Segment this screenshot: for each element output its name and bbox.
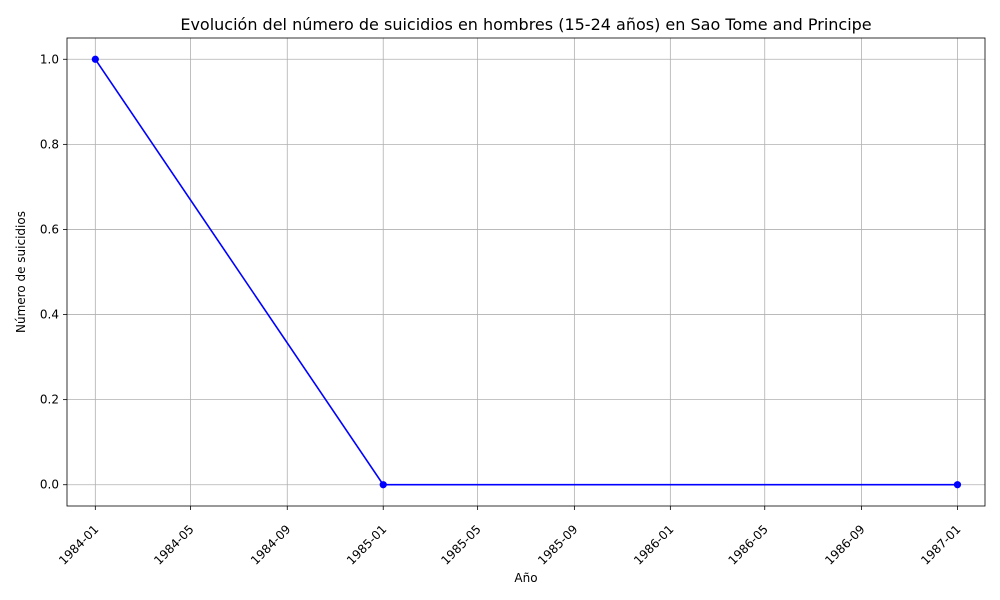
y-tick-label: 0.4: [40, 308, 59, 322]
x-axis-ticks: 1984-01 1984-05 1984-09 1985-01 1985-05 1985-…: [56, 506, 964, 568]
x-tick-label: 1984-05: [151, 522, 196, 567]
data-point: [379, 481, 387, 489]
y-tick-label: 0.6: [40, 222, 59, 236]
x-tick-label: 1985-09: [535, 522, 580, 567]
x-tick-label: 1986-09: [822, 522, 867, 567]
x-tick-label: 1985-05: [438, 522, 483, 567]
x-tick-label: 1985-01: [344, 522, 389, 567]
y-tick-label: 0.0: [40, 478, 59, 492]
chart-title: Evolución del número de suicidios en hom…: [180, 15, 871, 34]
plot-frame: [66, 37, 986, 507]
y-axis-ticks: 0.0 0.2 0.4 0.6 0.8 1.0: [40, 52, 67, 492]
x-tick-label: 1984-01: [56, 522, 101, 567]
y-tick-label: 0.2: [40, 393, 59, 407]
y-axis-label: Número de suicidios: [14, 211, 28, 333]
x-tick-label: 1986-01: [631, 522, 676, 567]
x-axis-label: Año: [514, 571, 537, 585]
grid: [67, 38, 985, 506]
x-tick-label: 1984-09: [248, 522, 293, 567]
x-tick-label: 1987-01: [918, 522, 963, 567]
series-line: [94, 58, 958, 486]
x-tick-label: 1986-05: [726, 522, 771, 567]
data-point: [953, 481, 962, 489]
series-layer: [91, 55, 962, 489]
y-tick-label: 1.0: [40, 52, 59, 66]
y-tick-label: 0.8: [40, 137, 59, 151]
data-point: [91, 55, 99, 63]
